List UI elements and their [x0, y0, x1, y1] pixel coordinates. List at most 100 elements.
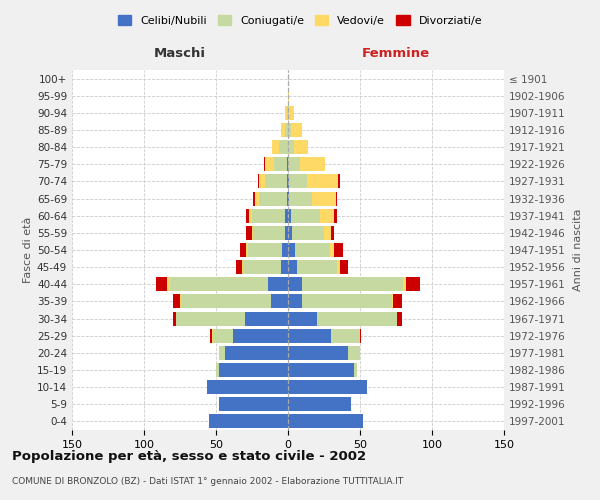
Bar	[213, 328, 233, 342]
Bar	[181, 294, 271, 308]
Bar	[265, 158, 274, 172]
Bar	[392, 294, 393, 308]
Bar	[274, 158, 287, 172]
Bar	[242, 260, 244, 274]
Bar	[296, 260, 337, 274]
Bar	[252, 208, 285, 222]
Bar	[360, 328, 361, 342]
Bar	[288, 158, 299, 172]
Bar	[288, 294, 302, 308]
Text: COMUNE DI BRONZOLO (BZ) - Dati ISTAT 1° gennaio 2002 - Elaborazione TUTTITALIA.I: COMUNE DI BRONZOLO (BZ) - Dati ISTAT 1° …	[12, 478, 403, 486]
Bar	[219, 398, 288, 411]
Bar	[180, 294, 181, 308]
Text: Popolazione per età, sesso e stato civile - 2002: Popolazione per età, sesso e stato civil…	[12, 450, 366, 463]
Bar	[285, 208, 288, 222]
Bar	[155, 278, 167, 291]
Bar	[287, 192, 288, 205]
Bar	[282, 243, 288, 257]
Text: Maschi: Maschi	[154, 46, 206, 60]
Bar	[307, 174, 338, 188]
Bar	[393, 294, 402, 308]
Bar	[291, 123, 302, 137]
Bar	[288, 174, 289, 188]
Bar	[287, 106, 288, 120]
Bar	[248, 243, 282, 257]
Bar	[289, 106, 294, 120]
Bar	[280, 140, 288, 154]
Bar	[331, 328, 360, 342]
Bar	[288, 363, 354, 377]
Bar	[299, 158, 325, 172]
Bar	[324, 226, 331, 240]
Bar	[246, 208, 249, 222]
Bar	[272, 140, 280, 154]
Bar	[403, 278, 406, 291]
Bar	[285, 106, 287, 120]
Bar	[288, 312, 317, 326]
Bar	[317, 312, 397, 326]
Bar	[313, 192, 335, 205]
Bar	[170, 278, 268, 291]
Bar	[288, 88, 289, 102]
Bar	[173, 312, 176, 326]
Bar	[173, 294, 180, 308]
Bar	[295, 243, 330, 257]
Bar	[265, 174, 287, 188]
Bar	[253, 192, 255, 205]
Bar	[253, 226, 285, 240]
Bar	[349, 346, 360, 360]
Bar	[224, 346, 288, 360]
Bar	[246, 226, 252, 240]
Bar	[244, 260, 281, 274]
Bar	[245, 312, 288, 326]
Bar	[258, 174, 259, 188]
Bar	[289, 192, 313, 205]
Text: Femmine: Femmine	[362, 46, 430, 60]
Bar	[397, 312, 402, 326]
Bar	[241, 243, 246, 257]
Bar	[288, 260, 296, 274]
Bar	[288, 414, 363, 428]
Bar	[246, 243, 248, 257]
Bar	[233, 328, 288, 342]
Bar	[294, 140, 308, 154]
Bar	[291, 208, 320, 222]
Bar	[288, 243, 295, 257]
Bar	[337, 260, 340, 274]
Bar	[288, 123, 291, 137]
Bar	[288, 140, 294, 154]
Bar	[334, 208, 337, 222]
Bar	[338, 174, 340, 188]
Bar	[176, 312, 245, 326]
Bar	[330, 243, 334, 257]
Bar	[255, 192, 259, 205]
Bar	[354, 363, 357, 377]
Bar	[335, 192, 337, 205]
Bar	[288, 278, 302, 291]
Legend: Celibi/Nubili, Coniugati/e, Vedovi/e, Divorziati/e: Celibi/Nubili, Coniugati/e, Vedovi/e, Di…	[113, 10, 487, 30]
Bar	[331, 226, 334, 240]
Bar	[289, 174, 307, 188]
Y-axis label: Fasce di età: Fasce di età	[23, 217, 33, 283]
Bar	[288, 398, 352, 411]
Bar	[302, 278, 403, 291]
Bar	[167, 278, 170, 291]
Bar	[216, 363, 219, 377]
Bar	[208, 380, 288, 394]
Bar	[252, 226, 253, 240]
Bar	[288, 106, 289, 120]
Bar	[287, 174, 288, 188]
Bar	[288, 226, 292, 240]
Bar	[320, 208, 334, 222]
Y-axis label: Anni di nascita: Anni di nascita	[572, 209, 583, 291]
Bar	[263, 158, 265, 172]
Bar	[281, 260, 288, 274]
Bar	[219, 346, 224, 360]
Bar	[406, 278, 421, 291]
Bar	[288, 208, 291, 222]
Bar	[288, 380, 367, 394]
Bar	[236, 260, 242, 274]
Bar	[210, 328, 212, 342]
Bar	[249, 208, 252, 222]
Bar	[288, 328, 331, 342]
